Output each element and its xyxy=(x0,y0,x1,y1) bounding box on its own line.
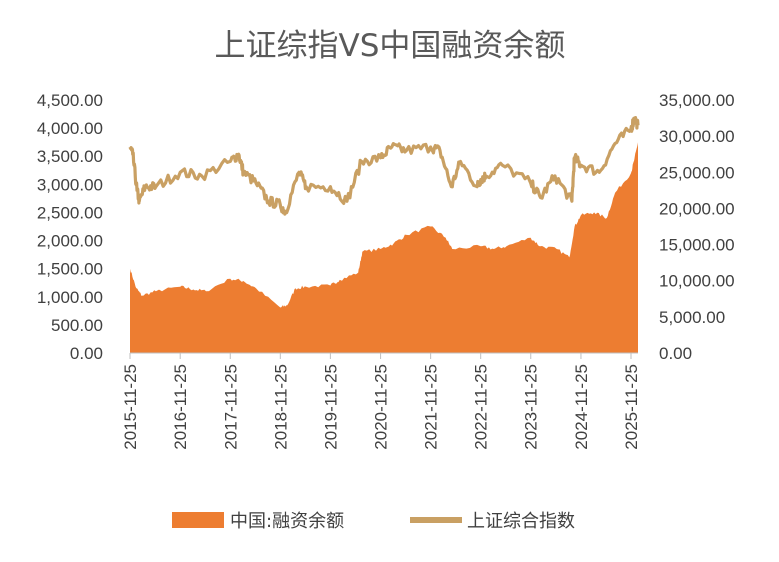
y-right-tick-label: 10,000.00 xyxy=(659,272,735,291)
y-left-tick-label: 4,000.00 xyxy=(37,119,103,138)
x-tick-label: 2016-11-25 xyxy=(171,364,190,450)
x-tick-label: 2017-11-25 xyxy=(221,364,240,450)
legend-label-margin: 中国:融资余额 xyxy=(230,511,344,532)
y-left-tick-label: 2,500.00 xyxy=(37,203,103,222)
index-line-group xyxy=(128,116,640,216)
chart-title: 上证综指VS中国融资余额 xyxy=(215,28,566,64)
margin-balance-area xyxy=(130,142,638,353)
sse-index-line xyxy=(128,116,640,216)
x-tick-label: 2021-11-25 xyxy=(422,364,441,450)
legend-swatch-margin xyxy=(172,512,224,528)
margin-area-group xyxy=(130,142,638,353)
x-tick-label: 2023-11-25 xyxy=(522,364,541,450)
y-left-tick-label: 3,500.00 xyxy=(37,147,103,166)
x-tick-marks xyxy=(129,353,632,359)
y-left-tick-label: 1,500.00 xyxy=(37,260,103,279)
y-right-tick-label: 35,000.00 xyxy=(659,91,735,110)
y-left-tick-label: 3,000.00 xyxy=(37,175,103,194)
legend-label-index: 上证综合指数 xyxy=(467,511,575,532)
x-tick-label: 2018-11-25 xyxy=(271,364,290,450)
x-tick-label: 2019-11-25 xyxy=(321,364,340,450)
y-right-tick-label: 25,000.00 xyxy=(659,163,735,182)
y-right-tick-label: 15,000.00 xyxy=(659,236,735,255)
y-left-tick-label: 500.00 xyxy=(51,316,103,335)
y-left-tick-label: 0.00 xyxy=(70,344,103,363)
y-left-tick-label: 4,500.00 xyxy=(37,91,103,110)
x-tick-label: 2024-11-25 xyxy=(572,364,591,450)
x-tick-label: 2022-11-25 xyxy=(472,364,491,450)
y-right-tick-label: 20,000.00 xyxy=(659,199,735,218)
y-right-tick-label: 5,000.00 xyxy=(659,308,725,327)
y-right-tick-label: 30,000.00 xyxy=(659,127,735,146)
x-tick-label: 2015-11-25 xyxy=(121,364,140,450)
legend: 中国:融资余额 上证综合指数 xyxy=(172,511,575,532)
x-tick-labels: 2015-11-25 2016-11-25 2017-11-25 2018-11-25… xyxy=(121,364,641,450)
y-left-tick-label: 2,000.00 xyxy=(37,232,103,251)
x-tick-label: 2025-11-25 xyxy=(622,364,641,450)
y-right-tick-labels: 0.00 5,000.00 10,000.00 15,000.00 20,000.00 2… xyxy=(659,91,735,363)
y-left-tick-label: 1,000.00 xyxy=(37,288,103,307)
x-tick-label: 2020-11-25 xyxy=(372,364,391,450)
y-right-tick-label: 0.00 xyxy=(659,344,692,363)
y-left-tick-labels: 0.00 500.00 1,000.00 1,500.00 2,000.00 2,500.… xyxy=(37,91,103,363)
